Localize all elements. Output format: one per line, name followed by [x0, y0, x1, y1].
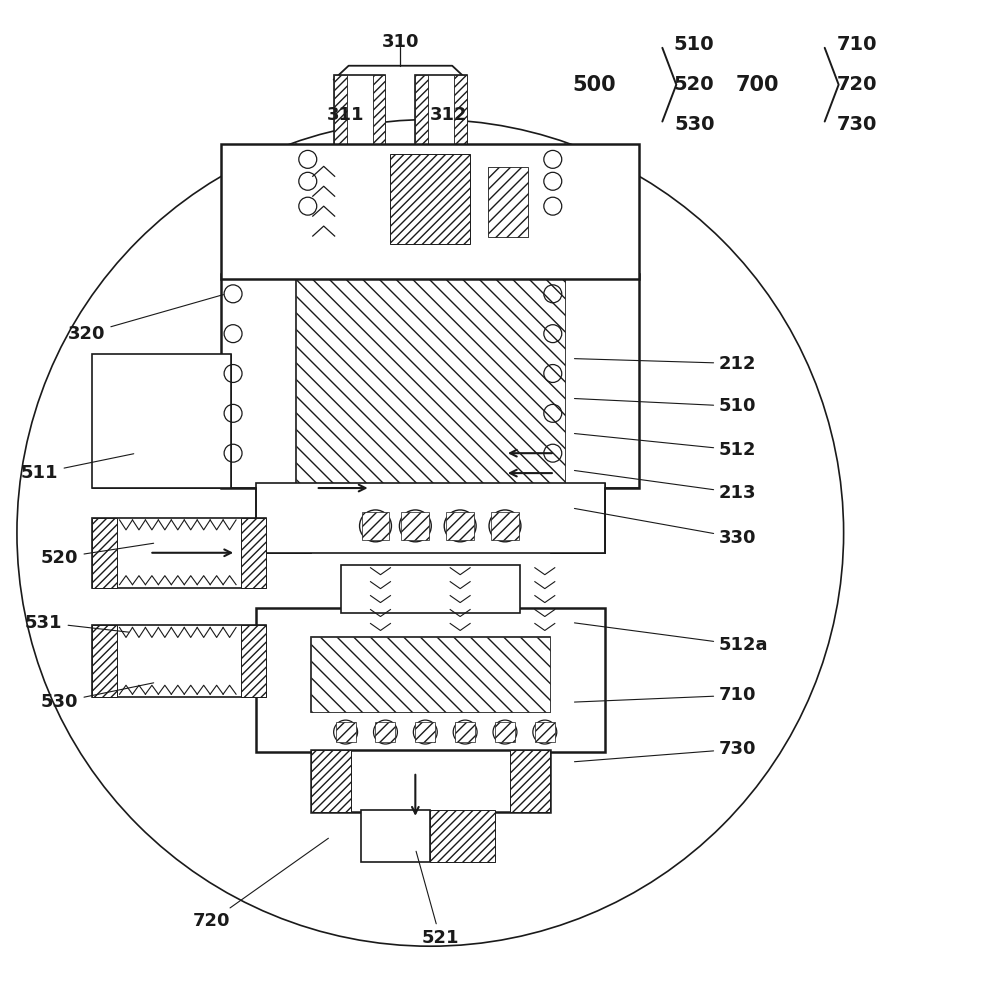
Bar — [92, 354, 231, 488]
Bar — [401, 512, 429, 540]
Bar — [221, 144, 296, 279]
Bar — [495, 722, 515, 742]
Bar — [256, 483, 605, 553]
Bar — [415, 75, 467, 154]
Text: 720: 720 — [192, 839, 328, 930]
Bar — [415, 722, 435, 742]
Text: 730: 730 — [574, 740, 757, 762]
Bar — [241, 625, 266, 697]
Bar — [488, 167, 528, 237]
Bar — [375, 722, 395, 742]
Bar — [221, 144, 639, 279]
Text: 320: 320 — [68, 295, 223, 343]
Text: 512: 512 — [574, 433, 757, 459]
Text: 511: 511 — [21, 454, 134, 482]
Bar — [92, 625, 266, 697]
Bar — [92, 518, 266, 588]
Text: 730: 730 — [836, 115, 877, 134]
Bar — [241, 518, 266, 588]
Bar — [550, 483, 605, 553]
Text: 510: 510 — [574, 397, 757, 415]
Bar — [334, 75, 347, 154]
Text: 521: 521 — [416, 852, 459, 947]
Bar — [334, 75, 385, 154]
Bar — [550, 608, 605, 752]
Text: 700: 700 — [735, 75, 779, 95]
Bar — [311, 750, 550, 812]
Bar — [92, 354, 231, 488]
Bar — [221, 274, 296, 488]
Text: 530: 530 — [674, 115, 714, 134]
Bar — [92, 518, 117, 588]
Text: 510: 510 — [674, 35, 715, 55]
Text: 512a: 512a — [574, 622, 769, 654]
Bar — [296, 274, 565, 488]
Bar — [362, 512, 389, 540]
Text: 311: 311 — [327, 106, 364, 124]
Text: 710: 710 — [836, 35, 877, 55]
Text: 530: 530 — [41, 683, 154, 711]
Bar — [221, 274, 639, 488]
Bar — [446, 512, 474, 540]
Text: 312: 312 — [429, 106, 467, 124]
Text: 310: 310 — [382, 33, 419, 51]
Bar — [361, 810, 430, 862]
Text: 710: 710 — [574, 686, 757, 704]
Text: 500: 500 — [573, 75, 616, 95]
Bar — [256, 608, 605, 752]
Bar — [373, 75, 385, 154]
Bar — [510, 750, 550, 812]
Bar — [256, 608, 311, 752]
Bar — [341, 565, 520, 613]
Bar — [311, 637, 550, 712]
Text: 330: 330 — [574, 508, 757, 547]
Text: 213: 213 — [574, 470, 757, 502]
Bar — [336, 722, 356, 742]
Bar — [491, 512, 519, 540]
Bar — [256, 483, 311, 553]
Bar — [92, 625, 117, 697]
Text: 720: 720 — [836, 75, 877, 95]
Text: 531: 531 — [25, 614, 129, 632]
Text: 520: 520 — [41, 543, 154, 567]
Bar — [565, 274, 639, 488]
Bar — [454, 75, 467, 154]
Bar — [535, 722, 555, 742]
Bar — [311, 750, 351, 812]
Bar — [415, 75, 428, 154]
Text: 520: 520 — [674, 75, 715, 95]
Bar — [311, 637, 550, 712]
Bar — [455, 722, 475, 742]
Bar — [390, 154, 470, 244]
Bar — [565, 144, 639, 279]
Bar — [430, 810, 495, 862]
Circle shape — [17, 120, 844, 946]
Text: 212: 212 — [574, 355, 757, 373]
